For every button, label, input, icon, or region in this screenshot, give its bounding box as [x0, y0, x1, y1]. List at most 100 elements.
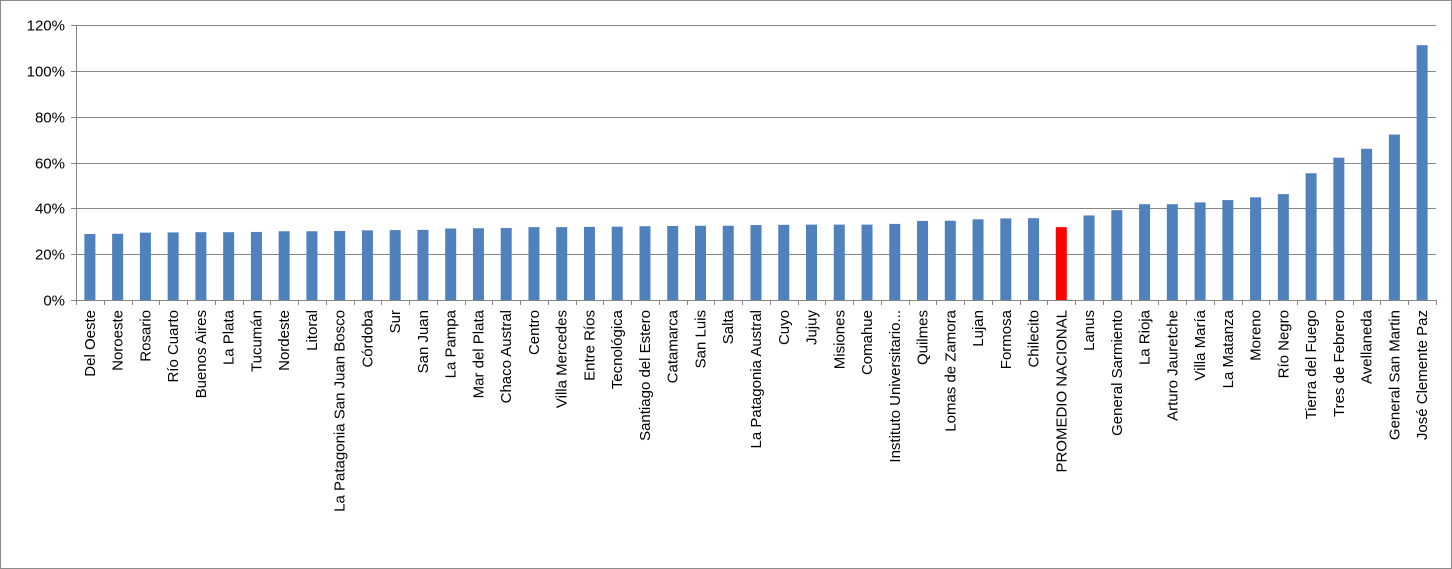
- bar-tres-de-febrero: [1333, 157, 1345, 300]
- x-category-label: Jujuy: [804, 310, 821, 346]
- x-category-label: Sur: [387, 310, 404, 333]
- bar-avellaneda: [1361, 148, 1373, 300]
- bar-formosa: [1000, 218, 1012, 300]
- bar-tecnol-gica: [611, 226, 623, 300]
- bar-comahue: [861, 224, 873, 300]
- x-category-label: Litoral: [304, 310, 321, 351]
- bar-noroeste: [112, 233, 124, 300]
- bar-tucum-n: [250, 231, 262, 300]
- y-axis-tick-labels: 0% 20% 40% 60% 80% 100% 120%: [27, 18, 65, 310]
- bar-lomas-de-zamora: [944, 220, 956, 300]
- bar-la-matanza: [1222, 200, 1234, 300]
- x-category-label: San Juan: [415, 310, 432, 373]
- bar-chaco-austral: [500, 228, 512, 300]
- x-category-label: Quilmes: [915, 310, 932, 365]
- x-category-label: La Rioja: [1137, 309, 1154, 365]
- bar-catamarca: [667, 225, 679, 300]
- bar-san-juan: [417, 229, 429, 301]
- x-category-label: La Pampa: [443, 309, 460, 378]
- x-category-label: Catamarca: [665, 309, 682, 383]
- x-category-label: Tecnológica: [609, 309, 626, 389]
- x-category-label: Lomas de Zamora: [942, 309, 959, 431]
- bar-buenos-aires: [195, 232, 207, 300]
- x-category-label: Tres de Febrero: [1331, 310, 1348, 417]
- y-tick-label: 20%: [35, 247, 65, 264]
- x-category-label: Tucumán: [248, 310, 265, 372]
- bar-instituto-universitario: [889, 223, 901, 300]
- x-category-label: Del Oeste: [82, 310, 99, 377]
- x-category-label: Mar del Plata: [470, 309, 487, 398]
- x-category-label: PROMEDIO NACIONAL: [1053, 310, 1070, 473]
- gridlines: [71, 25, 1436, 301]
- bar-general-sarmiento: [1111, 210, 1123, 300]
- bar-villa-mar-a: [1194, 202, 1206, 301]
- x-axis-category-labels: Del Oeste Noroeste Rosario Río Cuarto Buenos…: [82, 309, 1431, 511]
- x-category-label: Buenos Aires: [193, 310, 210, 398]
- axes: [76, 25, 1437, 305]
- x-category-label: Instituto Universitario...: [887, 310, 904, 463]
- bar-rosario: [139, 232, 151, 301]
- bar-san-luis: [694, 225, 706, 300]
- bar-lujan: [972, 219, 984, 300]
- x-category-label: Centro: [526, 310, 543, 355]
- x-category-label: Avellaneda: [1359, 309, 1376, 384]
- x-category-label: Santiago del Estero: [637, 310, 654, 441]
- bar-la-patagonia-san-juan-bosco: [334, 231, 346, 300]
- bar-promedio-nacional: [1055, 227, 1067, 301]
- x-category-label: General San Martin: [1386, 310, 1403, 440]
- bar-lanus: [1083, 215, 1095, 300]
- x-category-label: Lujan: [970, 310, 987, 347]
- y-tick-label: 40%: [35, 201, 65, 218]
- bars: [84, 45, 1428, 301]
- bar-jujuy: [806, 224, 818, 300]
- bar-salta: [722, 225, 734, 300]
- x-category-label: General Sarmiento: [1109, 310, 1126, 436]
- bar-mar-del-plata: [472, 228, 484, 300]
- bar-arturo-jauretche: [1166, 204, 1178, 300]
- x-category-label: Nordeste: [276, 310, 293, 371]
- bar-la-plata: [223, 232, 235, 300]
- x-category-label: Córdoba: [359, 309, 376, 367]
- bar-del-oeste: [84, 234, 96, 300]
- x-category-label: José Clemente Paz: [1414, 310, 1431, 440]
- x-category-label: Chilecito: [1026, 310, 1043, 368]
- x-category-label: Villa María: [1192, 309, 1209, 380]
- x-category-label: Villa Mercedes: [554, 310, 571, 408]
- bar-r-o-cuarto: [167, 232, 179, 300]
- x-category-label: Tierra del Fuego: [1303, 310, 1320, 420]
- bar-tierra-del-fuego: [1305, 173, 1317, 300]
- bar-litoral: [306, 231, 318, 300]
- x-category-label: La Matanza: [1220, 309, 1237, 388]
- x-category-label: La Patagonia Austral: [748, 310, 765, 448]
- bar-misiones: [833, 224, 845, 300]
- y-tick-label: 120%: [27, 18, 65, 35]
- bar-centro: [528, 227, 540, 301]
- bar-moreno: [1250, 197, 1262, 300]
- bar-r-o-negro: [1277, 194, 1289, 301]
- x-category-label: Chaco Austral: [498, 310, 515, 403]
- x-category-label: La Patagonia San Juan Bosco: [332, 310, 349, 512]
- bar-la-patagonia-austral: [750, 225, 762, 300]
- bar-villa-mercedes: [556, 227, 568, 301]
- y-tick-label: 60%: [35, 156, 65, 173]
- bar-cuyo: [778, 224, 790, 300]
- bar-sur: [389, 230, 401, 300]
- x-category-label: Lanus: [1081, 310, 1098, 351]
- bar-c-rdoba: [361, 230, 373, 300]
- x-category-label: Salta: [720, 309, 737, 344]
- x-category-label: Río Cuarto: [165, 310, 182, 383]
- x-category-label: Moreno: [1248, 310, 1265, 361]
- bar-jos-clemente-paz: [1416, 45, 1428, 300]
- x-category-label: Río Negro: [1275, 310, 1292, 378]
- bar-nordeste: [278, 231, 290, 300]
- x-category-label: Noroeste: [110, 310, 127, 371]
- bar-la-rioja: [1139, 204, 1151, 300]
- bar-la-pampa: [445, 228, 457, 300]
- bar-quilmes: [917, 220, 929, 300]
- x-category-label: San Luis: [692, 310, 709, 368]
- x-category-label: Misiones: [831, 310, 848, 369]
- bar-general-san-martin: [1388, 134, 1400, 300]
- x-category-label: Arturo Jauretche: [1164, 310, 1181, 421]
